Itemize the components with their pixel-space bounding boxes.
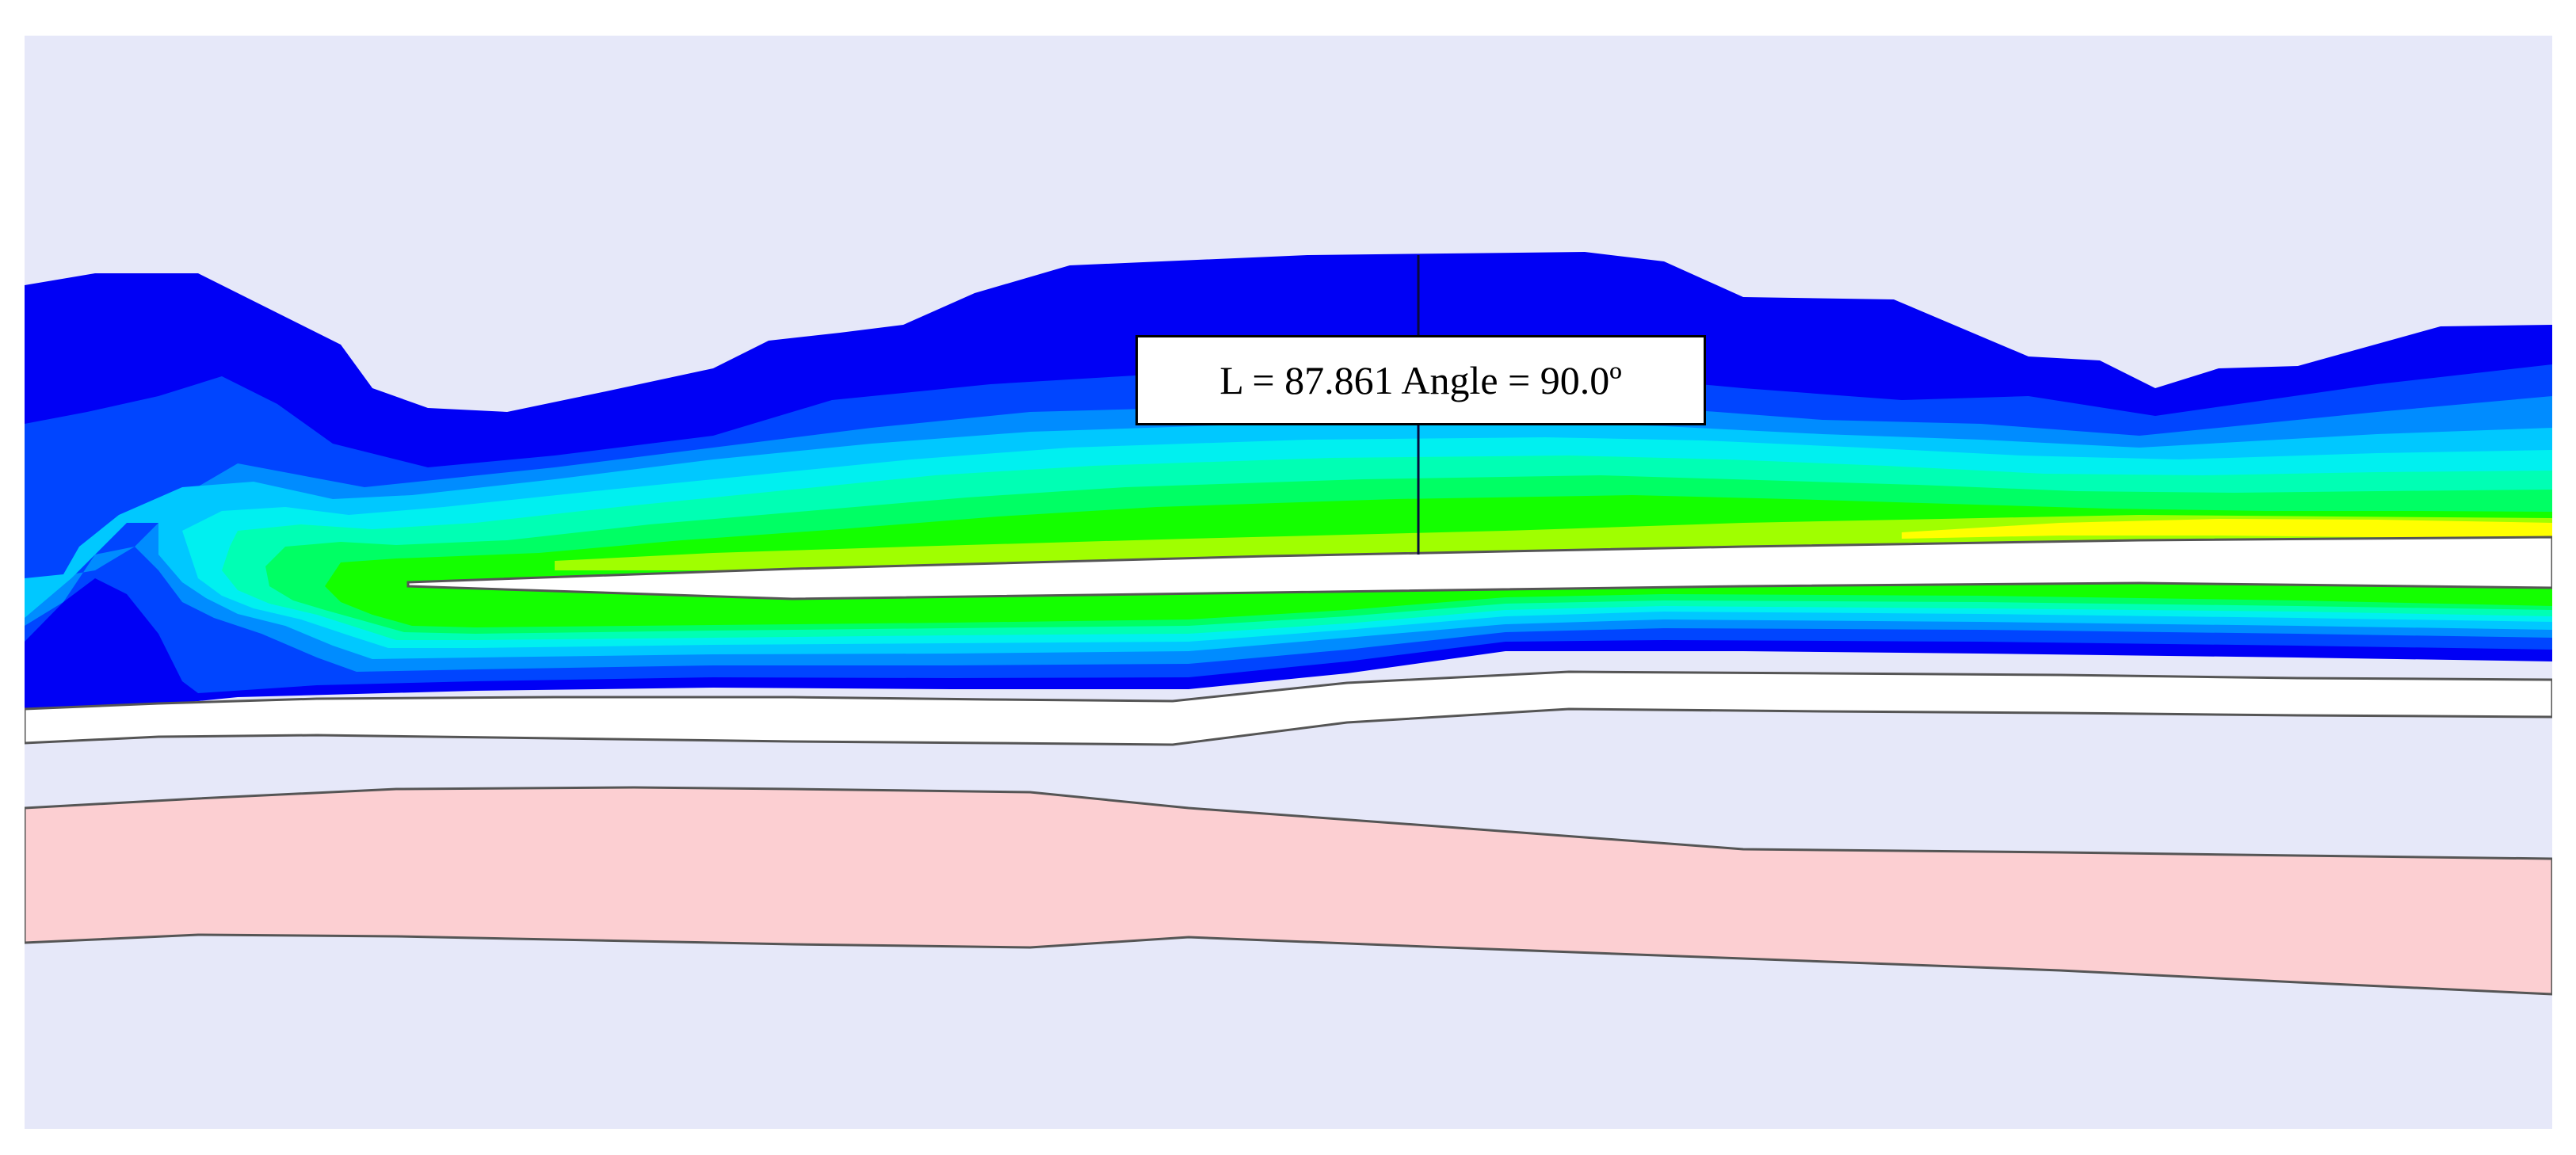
- white-band: [25, 670, 2552, 746]
- annotation-label: L = 87.861 Angle = 90.0º: [1135, 335, 1706, 425]
- pink-layer: [25, 786, 2552, 996]
- contour-level-10: [1902, 519, 2552, 539]
- fracture-wedge: [406, 536, 2552, 600]
